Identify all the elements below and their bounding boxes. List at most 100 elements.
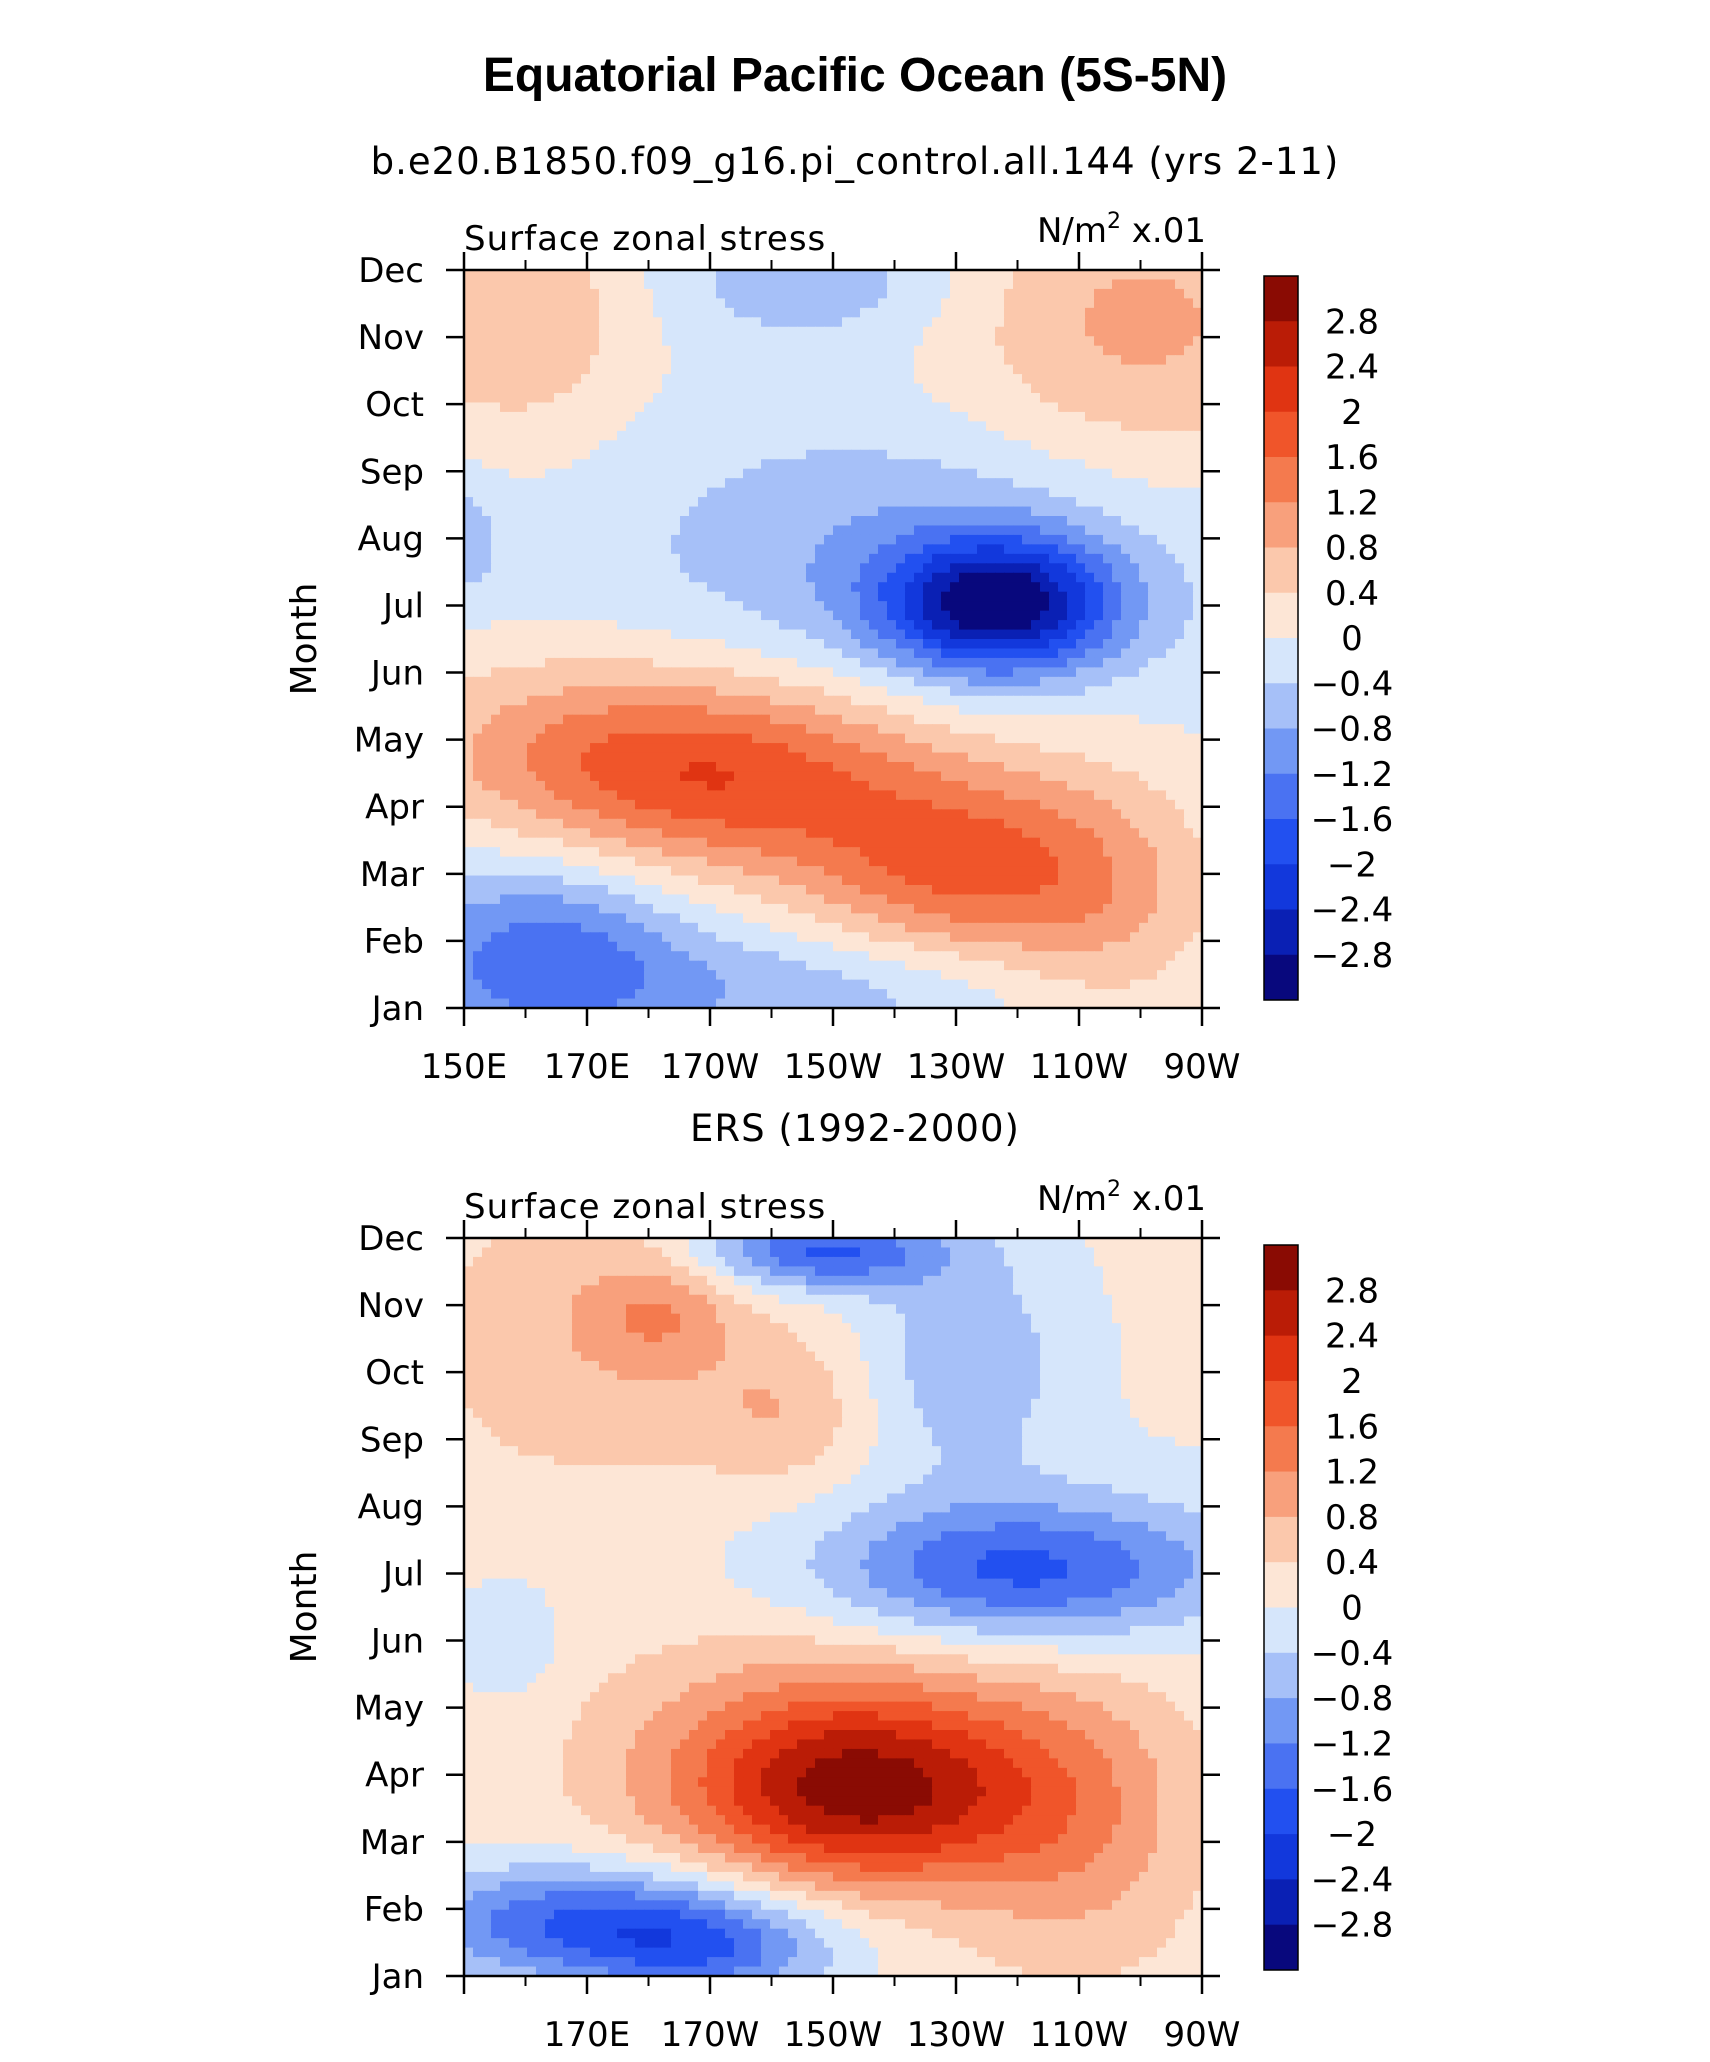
contour-cell <box>878 525 888 536</box>
contour-cell <box>536 828 546 839</box>
contour-cell <box>824 430 834 441</box>
contour-cell <box>1148 620 1158 631</box>
contour-cell <box>563 610 573 621</box>
contour-cell <box>1031 809 1041 820</box>
contour-cell <box>572 762 582 773</box>
contour-cell <box>1157 516 1167 527</box>
contour-cell <box>626 837 636 848</box>
contour-cell <box>1058 534 1068 545</box>
contour-cell <box>491 799 501 810</box>
contour-cell <box>860 762 870 773</box>
contour-cell <box>896 279 906 290</box>
contour-cell <box>752 629 762 640</box>
contour-cell <box>626 799 636 810</box>
contour-cell <box>932 620 942 631</box>
contour-cell <box>599 790 609 801</box>
contour-cell <box>851 714 861 725</box>
contour-cell <box>1058 449 1068 460</box>
contour-cell <box>1193 468 1203 479</box>
contour-cell <box>599 828 609 839</box>
contour-cell <box>1040 288 1050 299</box>
contour-cell <box>914 288 924 299</box>
contour-cell <box>626 345 636 356</box>
contour-cell <box>1157 553 1167 564</box>
contour-cell <box>689 629 699 640</box>
contour-cell <box>761 355 771 366</box>
contour-cell <box>1193 667 1203 678</box>
contour-cell <box>1121 553 1131 564</box>
contour-cell <box>968 582 978 593</box>
contour-cell <box>1148 288 1158 299</box>
contour-cell <box>1058 657 1068 668</box>
contour-cell <box>1085 525 1095 536</box>
contour-cell <box>626 525 636 536</box>
contour-cell <box>716 355 726 366</box>
contour-cell <box>842 714 852 725</box>
contour-cell <box>1184 818 1194 829</box>
contour-cell <box>1058 591 1068 602</box>
contour-cell <box>725 525 735 536</box>
contour-cell <box>959 544 969 555</box>
contour-cell <box>869 478 879 489</box>
contour-cell <box>698 336 708 347</box>
contour-cell <box>671 743 681 754</box>
contour-cell <box>1085 572 1095 583</box>
contour-cell <box>734 648 744 659</box>
contour-cell <box>977 733 987 744</box>
contour-cell <box>995 686 1005 697</box>
contour-cell <box>860 440 870 451</box>
contour-cell <box>797 440 807 451</box>
contour-cell <box>527 752 537 763</box>
contour-cell <box>608 430 618 441</box>
contour-cell <box>527 288 537 299</box>
contour-cell <box>806 837 816 848</box>
contour-cell <box>1193 648 1203 659</box>
contour-cell <box>1049 818 1059 829</box>
contour-cell <box>1022 326 1032 337</box>
contour-cell <box>617 780 627 791</box>
contour-cell <box>1139 743 1149 754</box>
contour-cell <box>1103 695 1113 706</box>
contour-cell <box>788 506 798 517</box>
contour-cell <box>761 326 771 337</box>
contour-cell <box>761 809 771 820</box>
contour-cell <box>716 818 726 829</box>
contour-cell <box>716 762 726 773</box>
contour-cell <box>626 411 636 422</box>
contour-cell <box>689 468 699 479</box>
contour-cell <box>887 449 897 460</box>
contour-cell <box>851 440 861 451</box>
contour-cell <box>707 676 717 687</box>
contour-cell <box>1148 809 1158 820</box>
contour-cell <box>941 449 951 460</box>
contour-cell <box>1004 601 1014 612</box>
contour-cell <box>617 629 627 640</box>
contour-cell <box>1013 610 1023 621</box>
contour-cell <box>1022 497 1032 508</box>
contour-cell <box>500 686 510 697</box>
contour-cell <box>779 411 789 422</box>
contour-cell <box>833 572 843 583</box>
contour-cell <box>1067 279 1077 290</box>
contour-cell <box>1094 818 1104 829</box>
contour-cell <box>608 440 618 451</box>
contour-cell <box>1166 355 1176 366</box>
contour-cell <box>1049 799 1059 810</box>
contour-cell <box>1166 629 1176 640</box>
contour-cell <box>995 657 1005 668</box>
contour-cell <box>644 771 654 782</box>
contour-cell <box>1103 639 1113 650</box>
contour-cell <box>707 487 717 498</box>
contour-cell <box>851 383 861 394</box>
contour-cell <box>842 506 852 517</box>
contour-cell <box>1040 279 1050 290</box>
contour-cell <box>887 837 897 848</box>
contour-cell <box>1175 799 1185 810</box>
contour-cell <box>1094 336 1104 347</box>
contour-cell <box>752 639 762 650</box>
contour-cell <box>779 799 789 810</box>
contour-cell <box>572 620 582 631</box>
contour-cell <box>698 421 708 432</box>
contour-cell <box>896 478 906 489</box>
contour-cell <box>851 544 861 555</box>
